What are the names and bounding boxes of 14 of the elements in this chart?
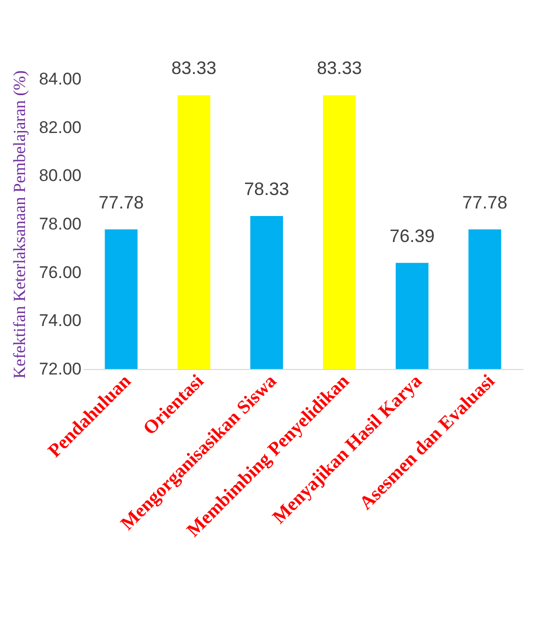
- y-tick-label: 74.00: [38, 311, 82, 330]
- data-label: 83.33: [171, 58, 216, 78]
- y-tick-label: 78.00: [38, 214, 82, 234]
- data-label: 77.78: [98, 192, 144, 212]
- y-tick-label: 84.00: [38, 70, 82, 88]
- data-label: 76.39: [390, 226, 435, 246]
- data-label: 83.33: [316, 58, 362, 78]
- y-tick-label: 76.00: [38, 262, 82, 282]
- y-axis-title: Kefektifan Keterlaksanaan Pembelajaran (%): [10, 70, 29, 379]
- data-label: 77.78: [462, 192, 508, 212]
- y-tick-label: 80.00: [38, 166, 82, 186]
- data-label: 78.33: [244, 179, 290, 200]
- y-tick-label: 72.00: [38, 360, 82, 378]
- y-tick-label: 82.00: [38, 118, 82, 137]
